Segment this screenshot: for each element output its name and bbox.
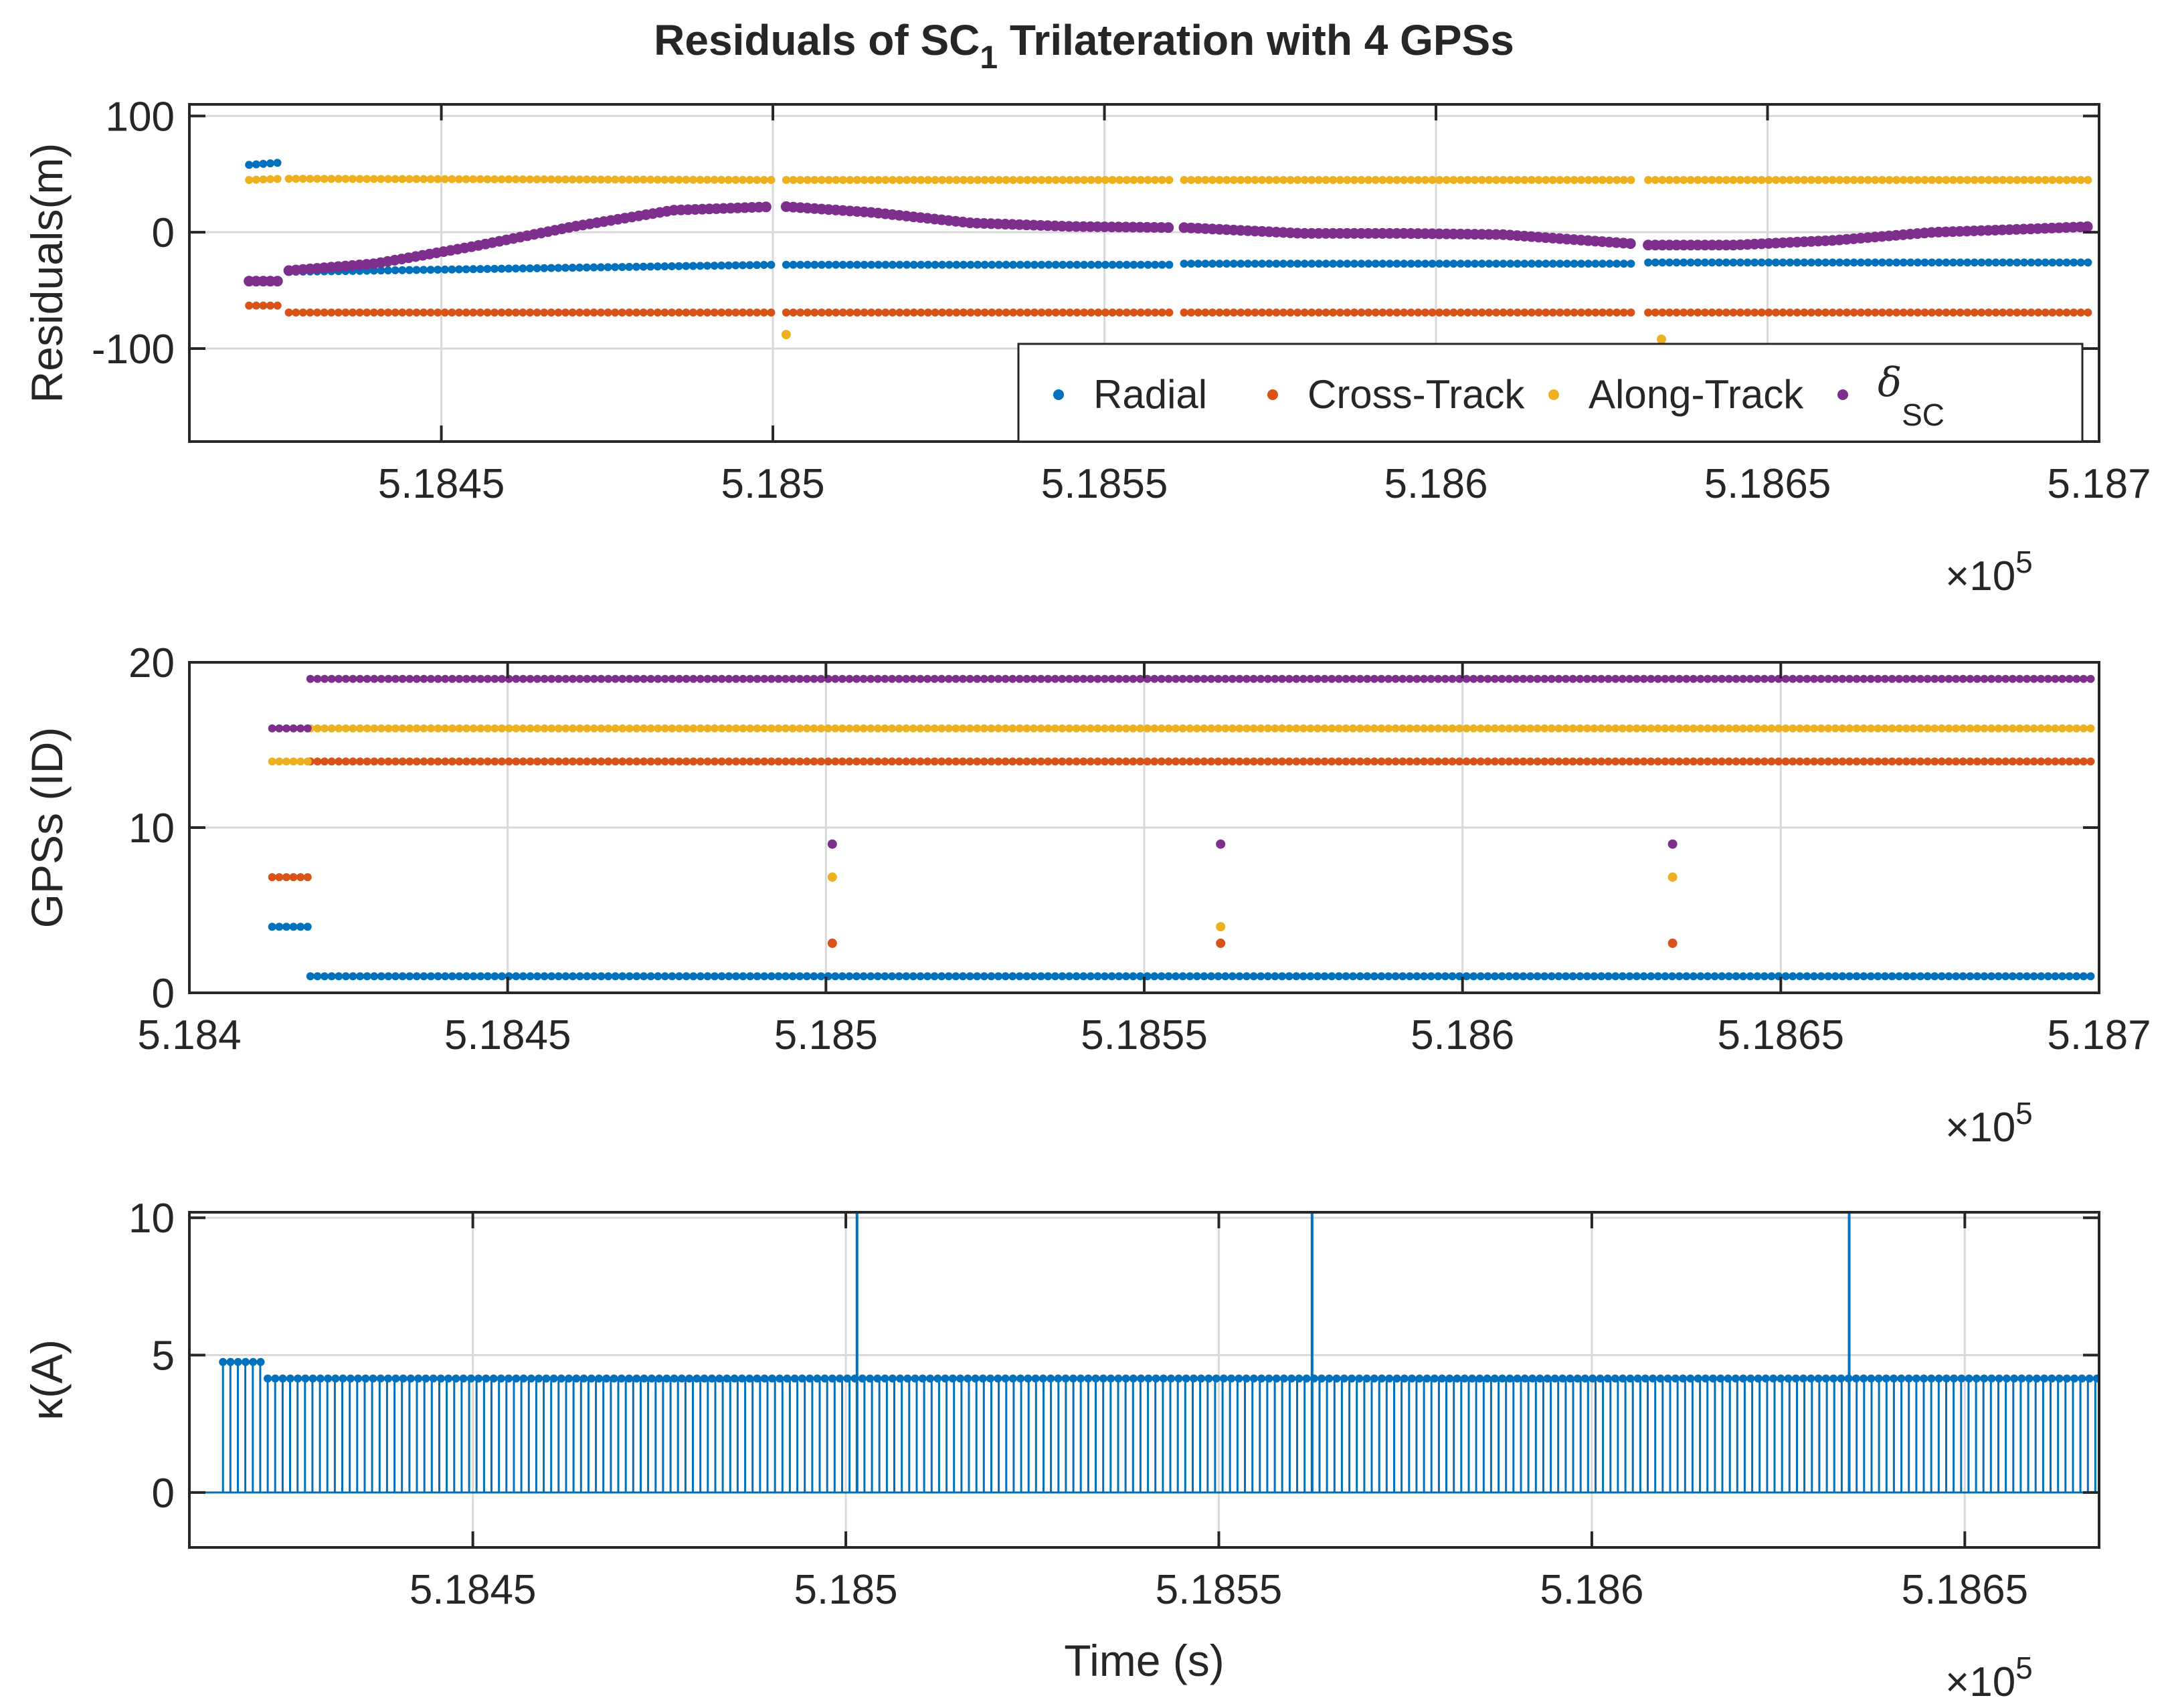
series-along-track (245, 175, 2097, 345)
series--sc (268, 674, 2097, 849)
data-point (1656, 335, 1666, 345)
axes-box (188, 1211, 2100, 1549)
data-point (781, 330, 791, 340)
y-tick-label: 10 (128, 1196, 175, 1242)
series-radial (245, 158, 2097, 276)
plot-marks (244, 158, 2098, 345)
data-point (1216, 922, 1226, 932)
legend: Radial Cross-Track Along-Track δSC (1017, 343, 2084, 443)
series-cross-track (245, 301, 2097, 317)
y-tick-label: 10 (128, 805, 175, 852)
plot-marks (189, 1212, 2099, 1494)
plot-marks (268, 674, 2097, 981)
data-point-run (1178, 222, 1641, 250)
data-point (1216, 839, 1226, 849)
gps-id-panel: 5.184 5.1845 5.185 5.1855 5.186 5.1865 5.187 0 1… (22, 640, 2151, 1151)
y-tick-label: 100 (106, 94, 175, 140)
series-radial (268, 923, 2097, 981)
legend-entry-label: Cross-Track (1307, 372, 1525, 417)
data-point (1667, 839, 1678, 849)
x-tick-label: 5.1845 (410, 1567, 537, 1613)
y-tick-label: -100 (92, 326, 175, 373)
x-axis-label: Time (s) (1064, 1636, 1225, 1685)
x-tick-label: 5.1855 (1081, 1012, 1208, 1058)
y-tick-label: 20 (128, 640, 175, 686)
legend-marker (1548, 389, 1559, 400)
data-point-run (284, 260, 778, 276)
stem-group (264, 1374, 2099, 1493)
y-axis-label: GPSs (ID) (22, 727, 72, 929)
x-exponent-label: ×105 (1945, 545, 2033, 599)
legend-marker (1837, 389, 1848, 400)
data-point-run (284, 175, 778, 184)
legend-marker (1053, 389, 1064, 400)
y-tick-label: 0 (152, 1470, 175, 1517)
data-point (827, 872, 837, 882)
residuals-panel: 5.1845 5.185 5.1855 5.186 5.1865 5.187 100 0 -10… (22, 94, 2151, 599)
stem-group (219, 1357, 268, 1493)
legend-entry-label: Along-Track (1589, 372, 1804, 417)
data-point (827, 839, 837, 849)
y-axis-label: κ(A) (22, 1339, 72, 1420)
x-tick-label: 5.187 (2047, 461, 2151, 507)
y-tick-label: 0 (152, 971, 175, 1017)
series-along-track (268, 724, 2097, 932)
x-tick-label: 5.184 (137, 1012, 241, 1058)
x-exponent-label: ×105 (1945, 1096, 2033, 1151)
x-tick-label: 5.1855 (1156, 1567, 1283, 1613)
series-cross-track (268, 757, 2097, 948)
data-point (1667, 872, 1678, 882)
legend-entry-label: δSC (1878, 359, 1945, 432)
x-tick-label: 5.1865 (1704, 461, 1831, 507)
data-point-run (245, 158, 286, 169)
x-tick-label: 5.187 (2047, 1012, 2151, 1058)
legend-entry-label: Radial (1093, 372, 1207, 417)
data-point-run (245, 175, 286, 184)
data-point-run (283, 201, 779, 276)
x-tick-label: 5.1865 (1718, 1012, 1845, 1058)
x-tick-label: 5.185 (794, 1567, 897, 1613)
x-tick-label: 5.185 (774, 1012, 878, 1058)
y-tick-label: 0 (152, 210, 175, 256)
data-point (1667, 938, 1678, 948)
kappa-stem-panel: 5.1845 5.185 5.1855 5.186 5.1865 10 5 0 ×105 κ(A)… (22, 1196, 2100, 1705)
data-point-run (780, 201, 1176, 233)
stem-lines (221, 1361, 262, 1493)
x-exponent-label: ×105 (1945, 1650, 2033, 1705)
y-tick-label: 5 (152, 1333, 175, 1380)
x-tick-label: 5.186 (1384, 461, 1487, 507)
figure-title: Residuals of SC1 Trilateration with 4 GP… (654, 16, 1514, 76)
x-tick-label: 5.185 (721, 461, 824, 507)
stem-lines (266, 1378, 2096, 1493)
x-tick-label: 5.1845 (378, 461, 505, 507)
x-tick-label: 5.1865 (1902, 1567, 2029, 1613)
x-tick-label: 5.1845 (444, 1012, 571, 1058)
x-tick-label: 5.186 (1411, 1012, 1514, 1058)
legend-marker (1267, 389, 1278, 400)
data-point (827, 938, 837, 948)
data-point-run (1643, 221, 2098, 251)
x-tick-label: 5.1855 (1041, 461, 1168, 507)
y-axis-label: Residuals(m) (22, 143, 72, 403)
data-point (1216, 938, 1226, 948)
series--sc (244, 201, 2098, 287)
x-tick-label: 5.186 (1540, 1567, 1643, 1613)
